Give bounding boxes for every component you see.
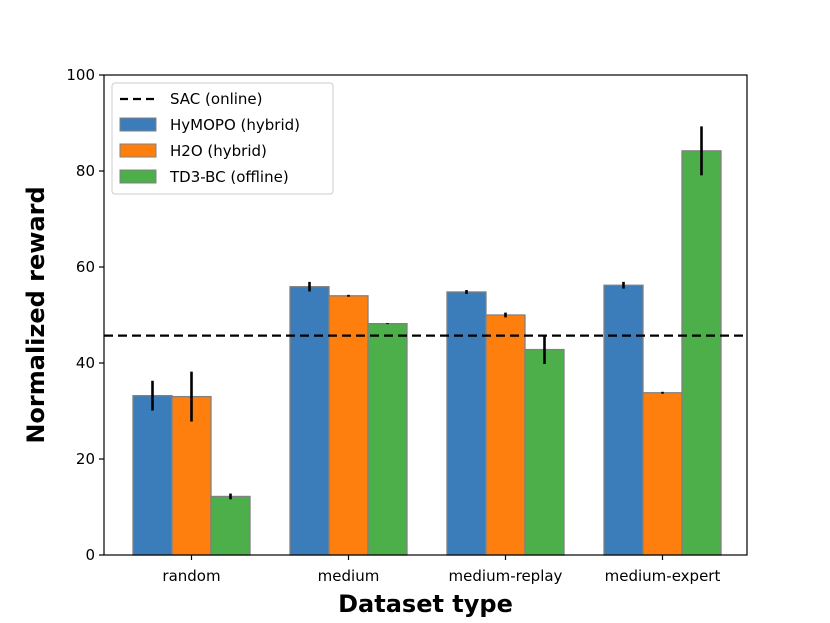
bar-h2o-medium-replay [485, 314, 526, 556]
legend: SAC (online) HyMOPO (hybrid) H2O (hybrid… [111, 82, 334, 195]
legend-label-h2o: H2O (hybrid) [170, 142, 267, 160]
y-axis: 0 20 40 60 80 100 [66, 66, 104, 564]
y-tick-label: 80 [76, 162, 95, 180]
legend-swatch-td3bc [119, 169, 157, 184]
bar-hymopo-medium-expert [603, 284, 644, 556]
bar-hymopo-random [132, 394, 173, 556]
legend-label-td3bc: TD3-BC (offline) [169, 168, 289, 186]
legend-label-sac: SAC (online) [170, 90, 263, 108]
x-tick-label: medium-replay [449, 567, 563, 585]
bar-td3-bc-medium-expert [681, 150, 722, 556]
x-tick-label: medium-expert [605, 567, 721, 585]
x-tick-label: random [162, 567, 220, 585]
y-tick-label: 0 [85, 546, 95, 564]
x-axis-title: Dataset type [338, 590, 513, 618]
bar-h2o-random [171, 395, 212, 556]
legend-swatch-hymopo [119, 117, 157, 132]
bar-hymopo-medium-replay [446, 291, 487, 556]
y-tick-label: 100 [66, 66, 95, 84]
error-bars-layer [151, 126, 703, 500]
y-tick-label: 60 [76, 258, 95, 276]
legend-label-hymopo: HyMOPO (hybrid) [170, 116, 300, 134]
plot-frame [103, 74, 748, 556]
bar-h2o-medium-expert [642, 392, 683, 556]
bar-td3-bc-random [210, 495, 251, 556]
bar-td3-bc-medium-replay [524, 348, 565, 556]
y-tick-label: 40 [76, 354, 95, 372]
legend-box [111, 82, 334, 195]
legend-swatch-h2o [119, 143, 157, 158]
bar-hymopo-medium [289, 286, 330, 556]
y-axis-title: Normalized reward [22, 186, 50, 443]
bar-h2o-medium [328, 295, 369, 556]
bars-layer [132, 150, 722, 556]
y-tick-label: 20 [76, 450, 95, 468]
bar-td3-bc-medium [367, 322, 408, 556]
x-tick-label: medium [318, 567, 380, 585]
x-axis: random medium medium-replay medium-expert [162, 555, 720, 585]
